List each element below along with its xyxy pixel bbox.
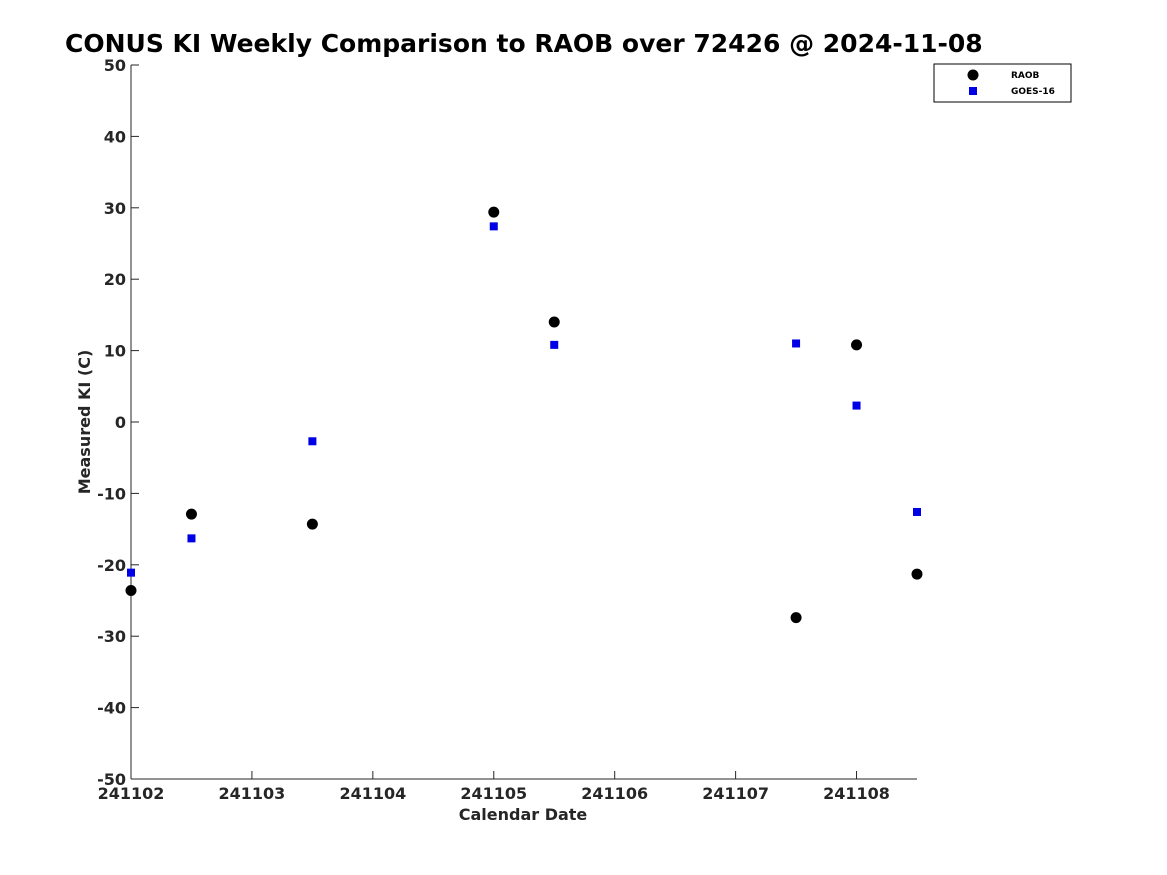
y-tick-label: 20 xyxy=(104,270,126,289)
y-tick-label: -40 xyxy=(97,699,126,718)
y-tick-label: 0 xyxy=(115,413,126,432)
y-axis-label: Measured KI (C) xyxy=(75,350,94,495)
point-goes16 xyxy=(792,339,801,348)
legend-marker-goes16 xyxy=(969,87,977,95)
legend-marker-raob xyxy=(967,69,979,81)
point-raob xyxy=(488,206,500,218)
chart-title: CONUS KI Weekly Comparison to RAOB over … xyxy=(65,29,983,58)
point-raob xyxy=(306,518,318,530)
x-tick-label: 241104 xyxy=(339,784,406,803)
point-goes16 xyxy=(187,534,196,543)
y-tick-label: 10 xyxy=(104,342,126,361)
x-axis-ticks: 241102 241103 241104 241105 241106 241107 2411… xyxy=(98,771,890,803)
y-axis-ticks: 50 40 30 20 10 0 -10 -20 -30 -40 -50 xyxy=(97,56,139,789)
y-tick-label: -10 xyxy=(97,484,126,503)
point-raob xyxy=(185,508,197,520)
point-raob xyxy=(911,568,923,580)
y-tick-label: -50 xyxy=(97,770,126,789)
y-tick-label: 50 xyxy=(104,56,126,75)
x-tick-label: 241108 xyxy=(823,784,890,803)
legend-box xyxy=(933,63,1072,103)
point-raob xyxy=(548,316,560,328)
x-tick-label: 241107 xyxy=(702,784,769,803)
y-tick-label: 40 xyxy=(104,127,126,146)
legend-label-goes16: GOES-16 xyxy=(1011,87,1055,97)
point-raob xyxy=(125,585,137,597)
point-raob xyxy=(851,339,863,351)
x-tick-label: 241103 xyxy=(219,784,286,803)
y-tick-label: 30 xyxy=(104,199,126,218)
point-goes16 xyxy=(308,437,317,446)
legend: RAOB GOES-16 xyxy=(933,63,1072,103)
x-tick-label: 241105 xyxy=(460,784,527,803)
plot-axes xyxy=(130,65,917,780)
x-tick-label: 241106 xyxy=(581,784,648,803)
legend-label-raob: RAOB xyxy=(1011,71,1040,81)
point-goes16 xyxy=(127,568,135,577)
x-tick-label: 241102 xyxy=(98,784,165,803)
y-tick-label: -30 xyxy=(97,627,126,646)
point-goes16 xyxy=(852,401,861,410)
data-points xyxy=(125,206,923,624)
point-goes16 xyxy=(489,222,498,231)
point-raob xyxy=(790,612,802,624)
point-goes16 xyxy=(913,507,921,516)
x-axis-label: Calendar Date xyxy=(459,805,588,824)
y-tick-label: -20 xyxy=(97,556,126,575)
point-goes16 xyxy=(550,340,559,349)
